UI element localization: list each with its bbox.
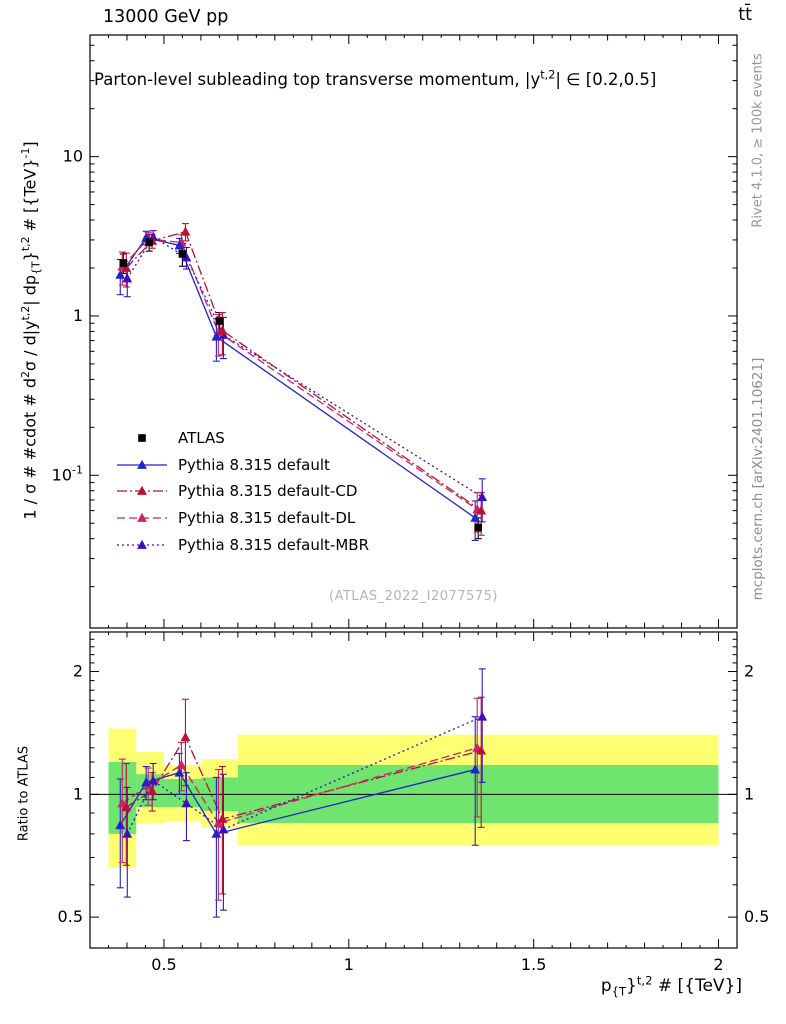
legend-item-label: Pythia 8.315 default-MBR	[178, 535, 369, 554]
legend-item: Pythia 8.315 default	[116, 452, 369, 479]
svg-text:2: 2	[713, 955, 723, 974]
ratio-series	[115, 668, 488, 918]
ratio-panel-frame	[89, 631, 738, 949]
main-series	[115, 223, 488, 541]
legend-item: ATLAS	[116, 425, 369, 452]
svg-text:0.5: 0.5	[151, 955, 176, 974]
analysis-id-watermark: (ATLAS_2022_I2077575)	[329, 589, 498, 604]
triangle-marker-icon	[117, 486, 167, 496]
svg-text:0.5: 0.5	[58, 907, 83, 926]
legend-item-label: Pythia 8.315 default-CD	[178, 482, 358, 501]
axis-tick-labels: 0.5 1 1.5 2 10-1 1 10 0.5 0.5 1 1 2 2	[52, 147, 770, 974]
legend-item-label: Pythia 8.315 default-DL	[178, 509, 356, 528]
svg-text:2: 2	[744, 662, 754, 681]
svg-text:10-1: 10-1	[52, 463, 83, 484]
svg-text:1: 1	[744, 784, 754, 803]
beam-energy-label: 13000 GeV pp	[103, 7, 229, 27]
svg-text:0.5: 0.5	[744, 907, 769, 926]
ratio-y-axis-title: Ratio to ATLAS	[16, 745, 32, 842]
legend-item: Pythia 8.315 default-DL	[116, 505, 369, 532]
svg-text:1: 1	[73, 306, 83, 325]
main-panel-frame	[89, 34, 738, 629]
svg-text:2: 2	[73, 662, 83, 681]
x-axis-title: p{T}t,2 # [{TeV}]	[600, 973, 742, 999]
mcplots-reference-note: mcplots.cern.ch [arXiv:2401.10621]	[750, 357, 766, 601]
uncertainty-bands	[108, 728, 719, 868]
svg-text:1: 1	[73, 784, 83, 803]
svg-text:10: 10	[63, 147, 83, 166]
triangle-marker-icon	[117, 459, 167, 469]
svg-text:1.5: 1.5	[521, 955, 546, 974]
svg-text:1: 1	[344, 955, 354, 974]
plot-title: Parton-level subleading top transverse m…	[94, 68, 657, 89]
legend-item-label: Pythia 8.315 default	[178, 455, 330, 474]
legend-item-label: ATLAS	[178, 429, 225, 448]
legend: ATLAS Pythia 8.315 default Pythia 8.315 de…	[116, 425, 369, 558]
legend-item: Pythia 8.315 default-MBR	[116, 531, 369, 558]
triangle-marker-icon	[117, 539, 167, 549]
legend-item: Pythia 8.315 default-CD	[116, 478, 369, 505]
square-marker-icon	[138, 434, 146, 443]
process-label: tt̄	[738, 5, 752, 25]
rivet-version-note: Rivet 4.1.0, ≥ 100k events	[750, 53, 766, 228]
y-axis-title: 1 / σ # #cdot # d2σ / d|yt,2| dp{T}t,2 #…	[19, 141, 43, 520]
triangle-marker-icon	[117, 512, 167, 522]
